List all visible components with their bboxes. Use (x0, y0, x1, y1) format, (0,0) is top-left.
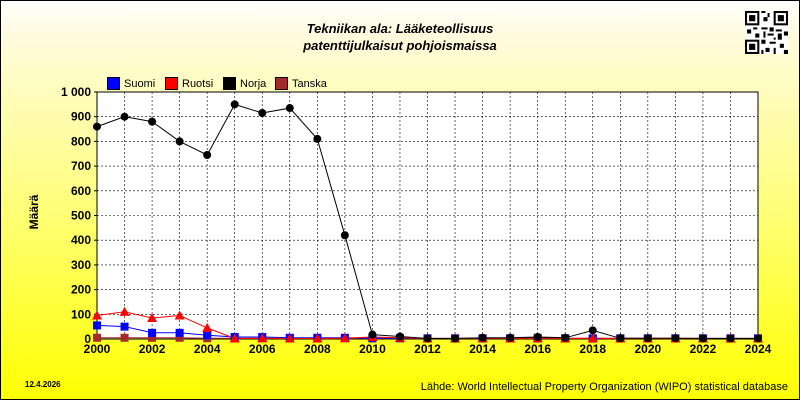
marker-suomi (175, 328, 184, 337)
x-tick-label: 2022 (690, 342, 717, 356)
y-tick-label: 1 000 (61, 85, 91, 99)
y-tick-label: 700 (71, 159, 91, 173)
marker-norja (616, 334, 625, 343)
marker-norja (698, 334, 707, 343)
y-tick-label: 600 (71, 184, 91, 198)
x-tick-label: 2024 (745, 342, 772, 356)
marker-norja (203, 150, 212, 159)
marker-norja (368, 330, 377, 339)
marker-ruotsi (92, 310, 102, 320)
marker-suomi (120, 322, 129, 331)
legend-swatch-norja (223, 77, 236, 90)
chart-title: Tekniikan ala: Lääketeollisuus patenttij… (250, 20, 550, 54)
legend-swatch-tanska (275, 77, 288, 90)
y-tick-label: 200 (71, 283, 91, 297)
marker-norja (230, 100, 239, 109)
marker-norja (643, 334, 652, 343)
y-tick-label: 500 (71, 209, 91, 223)
marker-suomi (203, 331, 212, 340)
marker-ruotsi (174, 310, 185, 320)
marker-norja (754, 334, 762, 343)
marker-ruotsi (587, 333, 598, 343)
qr-code-icon (745, 11, 788, 54)
marker-norja (451, 334, 460, 343)
title-line-2: patenttijulkaisut pohjoismaissa (303, 38, 497, 53)
marker-norja (285, 104, 294, 113)
x-tick-label: 2012 (414, 342, 441, 356)
y-tick-label: 300 (71, 258, 91, 272)
x-tick-label: 2002 (139, 342, 166, 356)
marker-ruotsi (147, 313, 158, 323)
y-tick-label: 0 (84, 332, 91, 346)
marker-norja (478, 333, 487, 342)
marker-suomi (93, 321, 101, 330)
marker-norja (340, 231, 349, 240)
date-label: 12.4.2026 (25, 380, 61, 389)
marker-ruotsi (339, 333, 350, 343)
x-tick-label: 2014 (469, 342, 496, 356)
x-tick-label: 2010 (359, 342, 386, 356)
legend-swatch-ruotsi (165, 77, 178, 90)
marker-norja (175, 137, 184, 146)
marker-tanska (93, 333, 101, 342)
marker-tanska (148, 333, 157, 342)
grid (97, 92, 758, 339)
marker-norja (588, 326, 597, 335)
marker-norja (506, 333, 515, 342)
y-tick-label: 100 (71, 307, 91, 321)
marker-norja (533, 333, 542, 342)
legend-label-ruotsi: Ruotsi (182, 78, 214, 90)
y-tick-label: 800 (71, 134, 91, 148)
legend-label-suomi: Suomi (124, 78, 156, 90)
marker-norja (423, 334, 432, 343)
marker-norja (395, 332, 404, 341)
legend-swatch-suomi (107, 77, 120, 90)
marker-norja (120, 112, 129, 121)
marker-tanska (175, 333, 184, 342)
x-tick-label: 2004 (194, 342, 221, 356)
legend-label-norja: Norja (240, 78, 267, 90)
x-tick-label: 2016 (524, 342, 551, 356)
marker-tanska (120, 333, 129, 342)
marker-norja (561, 333, 570, 342)
marker-ruotsi (119, 306, 130, 316)
marker-ruotsi (257, 333, 268, 343)
x-tick-label: 2006 (249, 342, 276, 356)
marker-ruotsi (202, 322, 213, 332)
marker-norja (313, 134, 322, 143)
x-tick-label: 2020 (634, 342, 661, 356)
x-tick-label: 2000 (84, 342, 111, 356)
title-line-1: Tekniikan ala: Lääketeollisuus (306, 21, 494, 36)
axes: 0 100 200 300 400 500 600 700 800 900 1 000 2000 200… (61, 85, 772, 356)
marker-norja (258, 108, 267, 117)
marker-norja (726, 334, 735, 343)
marker-ruotsi (312, 333, 323, 343)
marker-ruotsi (284, 333, 295, 343)
source-label: Lähde: World Intellectual Property Organ… (420, 381, 788, 393)
x-tick-label: 2018 (579, 342, 606, 356)
y-tick-label: 400 (71, 233, 91, 247)
legend-label-tanska: Tanska (292, 78, 327, 90)
x-tick-label: 2008 (304, 342, 331, 356)
marker-norja (93, 122, 101, 131)
y-tick-label: 900 (71, 110, 91, 124)
series-markers (92, 100, 763, 343)
marker-suomi (148, 328, 157, 337)
marker-ruotsi (229, 333, 240, 343)
marker-norja (148, 117, 157, 126)
marker-norja (671, 334, 680, 343)
